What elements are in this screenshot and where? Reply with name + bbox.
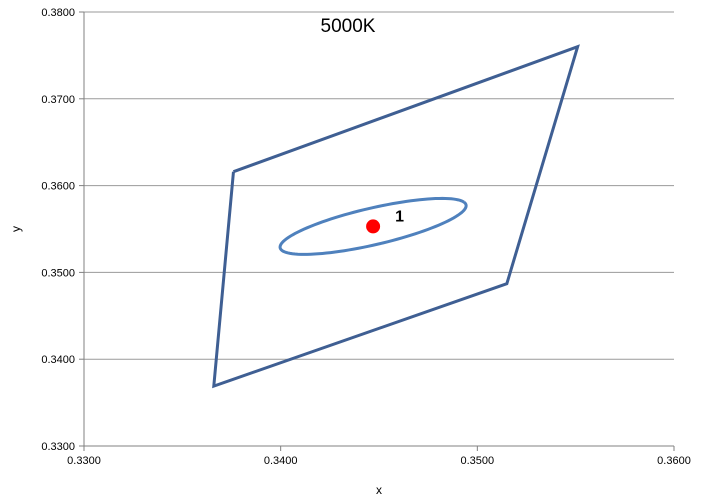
- y-tick-label-1: 0.3400: [41, 354, 75, 366]
- y-tick-label-2: 0.3500: [41, 267, 75, 279]
- plot-area: 1: [212, 44, 580, 389]
- chart-title: 5000K: [321, 16, 376, 37]
- quadrangle-series: [212, 44, 580, 389]
- data-point-1: [366, 219, 381, 234]
- ellipse-series: [278, 196, 468, 256]
- x-tick-label-3: 0.3600: [657, 455, 691, 467]
- data-point-label-1: 1: [395, 208, 404, 225]
- grid-lines: [84, 11, 674, 360]
- y-tick-label-3: 0.3600: [41, 181, 75, 193]
- axes: [79, 11, 675, 451]
- y-tick-label-5: 0.3800: [41, 7, 75, 19]
- x-tick-label-1: 0.3400: [264, 455, 298, 467]
- x-tick-label-2: 0.3500: [461, 455, 495, 467]
- x-axis-label: x: [376, 483, 382, 497]
- y-axis-label: y: [9, 226, 23, 232]
- y-tick-label-4: 0.3700: [41, 94, 75, 106]
- x-tick-label-0: 0.3300: [67, 455, 101, 467]
- y-tick-label-0: 0.3300: [41, 441, 75, 453]
- tick-labels: 0.3300 0.3400 0.3500 0.3600 0.3700 0.3800 0.33…: [41, 7, 690, 467]
